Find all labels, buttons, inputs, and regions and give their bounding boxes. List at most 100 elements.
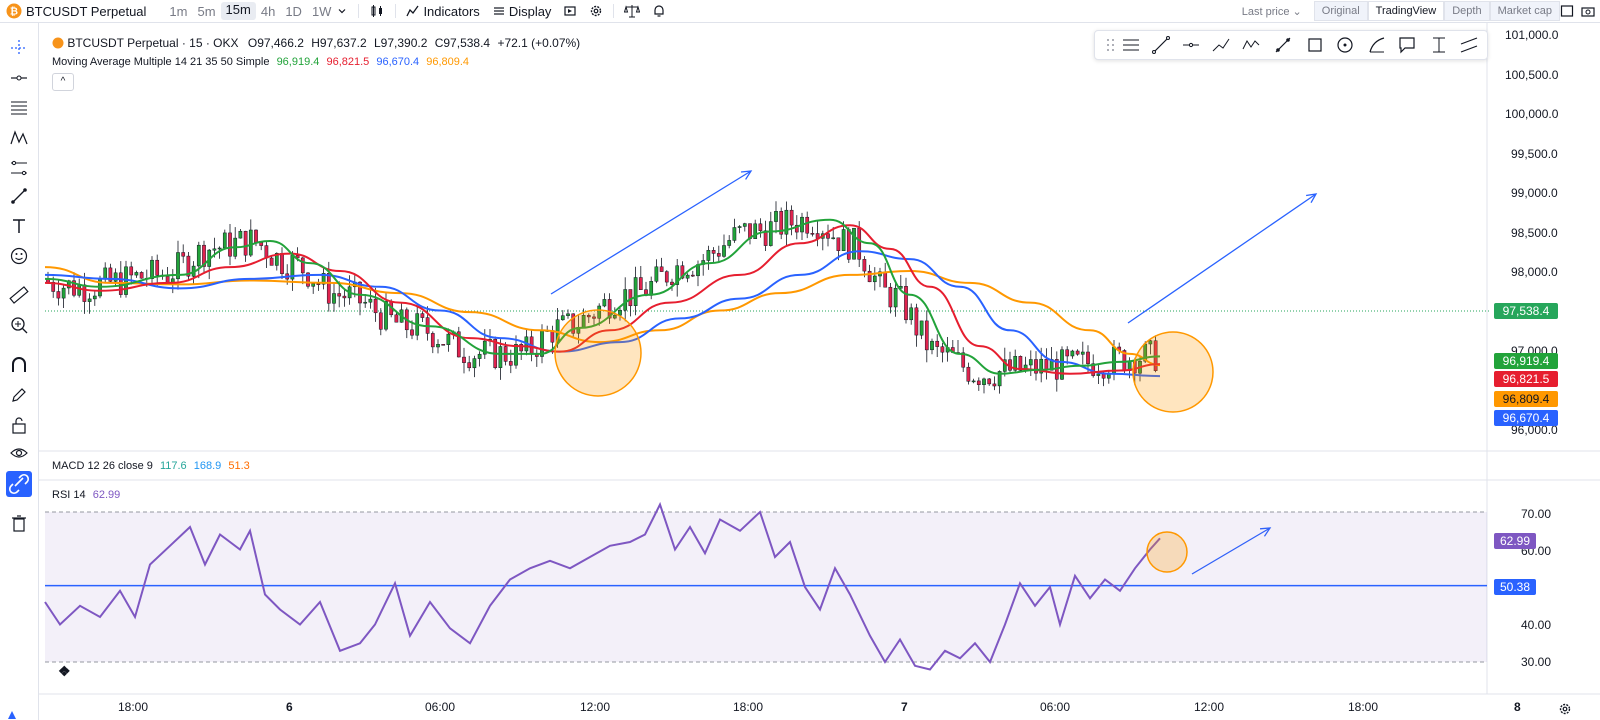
crosshair-icon[interactable]	[9, 38, 29, 58]
ma14-price-tag: 96,919.4	[1494, 353, 1558, 369]
candle-body	[113, 272, 118, 282]
ma-value-14: 96,919.4	[276, 56, 320, 68]
tab-original[interactable]: Original	[1313, 1, 1368, 21]
window-icon[interactable]	[1560, 4, 1574, 18]
candle-body	[862, 259, 867, 272]
candle-body	[326, 273, 331, 304]
candle-body	[170, 278, 175, 283]
candle-body	[254, 229, 258, 243]
collapse-legend-button[interactable]: ^	[52, 73, 74, 91]
candle-body	[935, 340, 940, 347]
channel-icon[interactable]	[1459, 35, 1479, 55]
time-label: 18:00	[118, 700, 149, 714]
smiley-icon[interactable]	[9, 246, 29, 266]
timeframe-group: 1m 5m 15m 4h 1D 1W	[152, 0, 354, 22]
ruler-icon[interactable]	[9, 285, 29, 305]
horizontal-line-icon[interactable]	[9, 68, 29, 88]
candle-body	[571, 313, 576, 334]
horizontal-ray-icon[interactable]	[1181, 35, 1201, 55]
tab-tradingview[interactable]: TradingView	[1367, 1, 1445, 21]
candle-body	[222, 232, 227, 249]
lock-icon[interactable]	[9, 415, 29, 435]
ma21-price-tag: 96,821.5	[1494, 371, 1558, 387]
display-button[interactable]: Display	[486, 0, 558, 22]
projection-icon[interactable]	[9, 158, 29, 178]
settings-button[interactable]	[583, 0, 609, 22]
gear-icon[interactable]	[1558, 702, 1572, 716]
tab-market-cap[interactable]: Market cap	[1489, 1, 1560, 21]
scale-icon	[624, 5, 641, 18]
rectangle-icon[interactable]	[1305, 35, 1325, 55]
candle-body	[51, 281, 56, 292]
zoom-in-icon[interactable]	[9, 315, 29, 335]
camera-icon[interactable]	[1581, 4, 1595, 18]
pencil-lock-icon[interactable]	[9, 385, 29, 405]
fib-retracement-icon[interactable]	[9, 98, 29, 118]
link-button[interactable]	[6, 471, 32, 497]
chart-type-button[interactable]	[363, 0, 391, 22]
timeframe-5m[interactable]: 5m	[197, 3, 216, 19]
candle-body	[446, 333, 451, 345]
candle-body	[1049, 359, 1054, 371]
candle-body	[1080, 351, 1085, 355]
text-icon[interactable]	[9, 216, 29, 236]
candle-body	[274, 253, 279, 266]
legend-open: O97,466.2	[247, 36, 304, 50]
candle-body	[685, 274, 690, 279]
candle-body	[1096, 373, 1101, 376]
candle-body	[971, 380, 976, 383]
trash-icon[interactable]	[9, 513, 29, 533]
drag-handle-icon[interactable]	[1101, 35, 1121, 55]
ma21-line	[44, 224, 1161, 375]
last-price-label: Last price	[1241, 5, 1290, 18]
trend-line-icon[interactable]	[1151, 35, 1171, 55]
last-price-tag: 97,538.4	[1494, 303, 1558, 319]
compare-button[interactable]	[618, 0, 646, 22]
timeframe-1m[interactable]: 1m	[169, 3, 188, 19]
symbol-selector[interactable]: ₿ BTCUSDT Perpetual	[0, 0, 152, 22]
candle-body	[940, 346, 945, 353]
rsi-tick: 30.00	[1521, 655, 1552, 669]
magnet-icon[interactable]	[9, 355, 29, 375]
price-tick: 99,000.0	[1511, 186, 1558, 200]
indicators-button[interactable]: Indicators	[400, 0, 485, 22]
candle-body	[768, 221, 773, 246]
price-range-icon[interactable]	[1429, 35, 1449, 55]
candle-body	[914, 307, 919, 336]
last-price-dropdown[interactable]: Last price ⌄	[1242, 5, 1302, 18]
eye-icon[interactable]	[9, 443, 29, 463]
replay-button[interactable]	[557, 0, 583, 22]
candle-body	[186, 255, 191, 277]
timeframe-15m[interactable]: 15m	[220, 2, 256, 20]
circle-icon[interactable]	[1335, 35, 1355, 55]
tab-depth[interactable]: Depth	[1444, 1, 1490, 21]
brush-icon[interactable]	[9, 186, 29, 206]
candle-body	[358, 281, 362, 304]
timeframe-1w[interactable]: 1W	[311, 3, 332, 19]
timeframe-1d[interactable]: 1D	[285, 3, 302, 19]
candle-body	[966, 366, 971, 382]
horizontal-lines-icon[interactable]	[1121, 35, 1141, 55]
rsi-midline-tag: 50.38	[1494, 579, 1536, 595]
candle-body	[462, 356, 466, 363]
pattern-icon[interactable]	[9, 128, 29, 148]
candle-body	[758, 223, 763, 231]
path-icon[interactable]	[1211, 35, 1231, 55]
timeframe-4h[interactable]: 4h	[260, 3, 276, 19]
callout-icon[interactable]	[1397, 35, 1417, 55]
chevron-down-icon[interactable]	[336, 5, 348, 17]
candle-body	[56, 291, 61, 299]
candle-body	[472, 358, 477, 369]
alert-button[interactable]	[646, 0, 672, 22]
candle-body	[794, 224, 799, 233]
candle-body	[1086, 351, 1090, 364]
candle-body	[623, 289, 628, 311]
curve-icon[interactable]	[1367, 35, 1387, 55]
candle-body	[924, 320, 929, 351]
candle-body	[753, 223, 758, 239]
zigzag-icon[interactable]	[1241, 35, 1261, 55]
ray-icon[interactable]	[1273, 35, 1293, 55]
candles-icon	[371, 5, 383, 17]
alarm-icon	[654, 5, 665, 17]
